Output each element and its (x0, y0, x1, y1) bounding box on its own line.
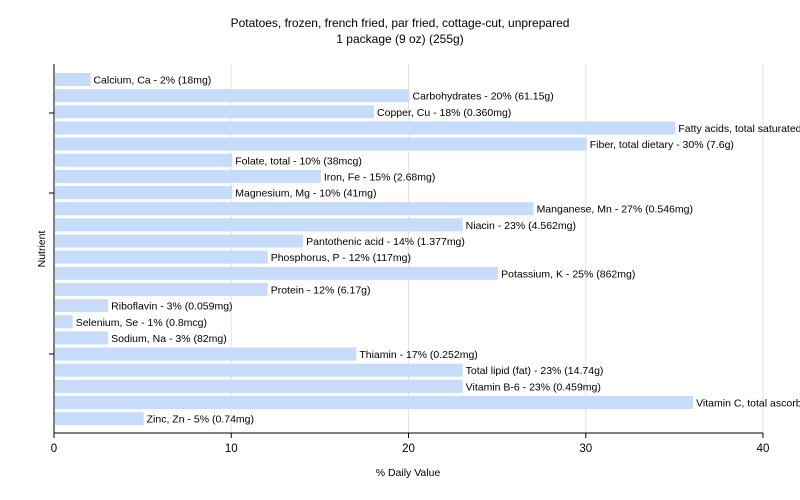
bar-label: Pantothenic acid - 14% (1.377mg) (306, 236, 465, 248)
bar (55, 105, 375, 119)
bar-label: Copper, Cu - 18% (0.360mg) (377, 107, 511, 119)
bar-label: Niacin - 23% (4.562mg) (466, 220, 576, 232)
bar (55, 282, 268, 296)
bar (55, 412, 144, 426)
bar (55, 396, 694, 409)
bar-label: Fiber, total dietary - 30% (7.6g) (590, 139, 734, 151)
bar (55, 315, 73, 329)
x-tick-label: 40 (757, 443, 770, 455)
bar (55, 153, 233, 167)
x-tick-label: 30 (579, 443, 592, 455)
bar-label: Fatty acids, total saturated - 35% (6.99… (678, 123, 800, 135)
bar (55, 137, 587, 151)
bar-label: Riboflavin - 3% (0.059mg) (111, 301, 232, 313)
bar (55, 250, 268, 264)
bar-label: Iron, Fe - 15% (2.68mg) (324, 171, 435, 183)
x-axis-title: % Daily Value (376, 467, 441, 479)
x-tick-label: 0 (51, 443, 57, 455)
bar-label: Thiamin - 17% (0.252mg) (359, 349, 477, 361)
bar-label: Zinc, Zn - 5% (0.74mg) (147, 414, 254, 426)
chart-subtitle: 1 package (9 oz) (255g) (336, 32, 464, 46)
bar-label: Vitamin B-6 - 23% (0.459mg) (466, 381, 601, 393)
bar (55, 266, 499, 280)
bar (55, 347, 357, 361)
x-tick-label: 10 (225, 443, 238, 455)
y-axis-title: Nutrient (36, 231, 48, 268)
bar (55, 218, 463, 232)
axes: 0 10 20 30 40 (49, 64, 769, 455)
bar (55, 363, 463, 377)
bar-label: Sodium, Na - 3% (82mg) (111, 333, 227, 345)
x-tick-label: 20 (402, 443, 415, 455)
bar-label: Phosphorus, P - 12% (117mg) (271, 252, 411, 264)
bar-label: Potassium, K - 25% (862mg) (501, 268, 635, 280)
bar (55, 73, 91, 86)
bar-label: Total lipid (fat) - 23% (14.74g) (466, 365, 604, 377)
bar (55, 186, 233, 200)
bar (55, 331, 109, 345)
bar-label: Magnesium, Mg - 10% (41mg) (235, 188, 376, 200)
bar (55, 89, 410, 103)
bar-label: Calcium, Ca - 2% (18mg) (93, 75, 211, 87)
bar-label: Selenium, Se - 1% (0.8mcg) (76, 317, 207, 329)
bar-label: Manganese, Mn - 27% (0.546mg) (537, 204, 693, 216)
bar (55, 169, 321, 183)
chart-title: Potatoes, frozen, french fried, par frie… (230, 16, 570, 30)
bar (55, 299, 109, 313)
bar-label: Folate, total - 10% (38mcg) (235, 155, 362, 167)
grid-lines (230, 64, 764, 433)
bar (55, 379, 463, 393)
bar (55, 121, 676, 135)
bar (55, 202, 534, 216)
bar-label: Protein - 12% (6.17g) (271, 284, 371, 296)
bar-label: Carbohydrates - 20% (61.15g) (413, 91, 554, 103)
bars: Calcium, Ca - 2% (18mg) Carbohydrates - 2… (55, 73, 800, 426)
bar-label: Vitamin C, total ascorbic acid - 36% (21… (696, 398, 800, 410)
bar (55, 234, 304, 248)
